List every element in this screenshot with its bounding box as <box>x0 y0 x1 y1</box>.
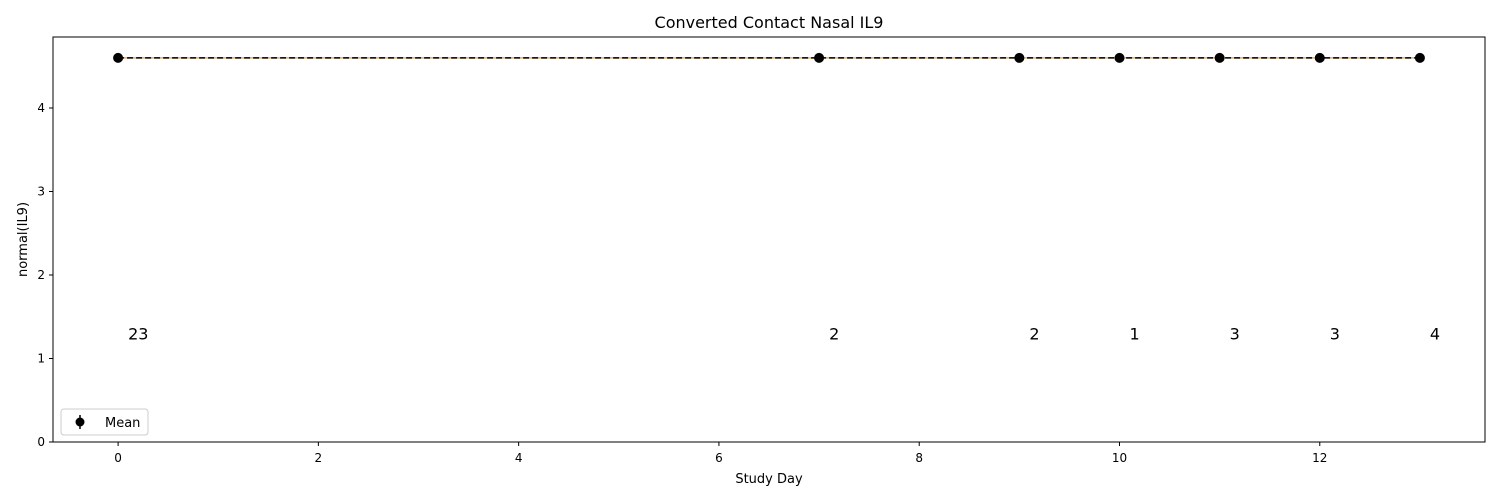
x-tick-label: 10 <box>1112 451 1127 465</box>
count-label: 1 <box>1129 324 1139 343</box>
x-tick-label: 8 <box>915 451 923 465</box>
count-label: 3 <box>1230 324 1240 343</box>
count-label: 3 <box>1330 324 1340 343</box>
y-tick-label: 0 <box>37 435 45 449</box>
count-label: 2 <box>829 324 839 343</box>
legend-marker-icon <box>75 417 85 427</box>
data-point <box>1014 52 1025 63</box>
x-tick-label: 2 <box>315 451 323 465</box>
y-axis-label: normal(IL9) <box>16 202 31 277</box>
x-tick-label: 4 <box>515 451 523 465</box>
x-axis-label: Study Day <box>735 472 803 487</box>
count-label: 4 <box>1430 324 1440 343</box>
chart-title: Converted Contact Nasal IL9 <box>655 13 884 32</box>
data-point <box>1114 52 1125 63</box>
count-label: 23 <box>128 324 148 343</box>
x-tick-label: 0 <box>114 451 122 465</box>
y-tick-label: 4 <box>37 101 45 115</box>
y-tick-label: 1 <box>37 351 45 365</box>
data-point <box>1414 52 1425 63</box>
plot-frame <box>52 36 1486 443</box>
data-point <box>814 52 825 63</box>
data-point <box>1314 52 1325 63</box>
count-label: 2 <box>1029 324 1039 343</box>
y-tick-label: 3 <box>37 184 45 198</box>
legend-box <box>60 408 149 436</box>
x-tick-label: 6 <box>715 451 723 465</box>
data-point <box>1214 52 1225 63</box>
y-tick-label: 2 <box>37 268 45 282</box>
legend-entry: Mean <box>105 416 140 431</box>
data-point <box>113 52 124 63</box>
x-tick-label: 12 <box>1312 451 1327 465</box>
